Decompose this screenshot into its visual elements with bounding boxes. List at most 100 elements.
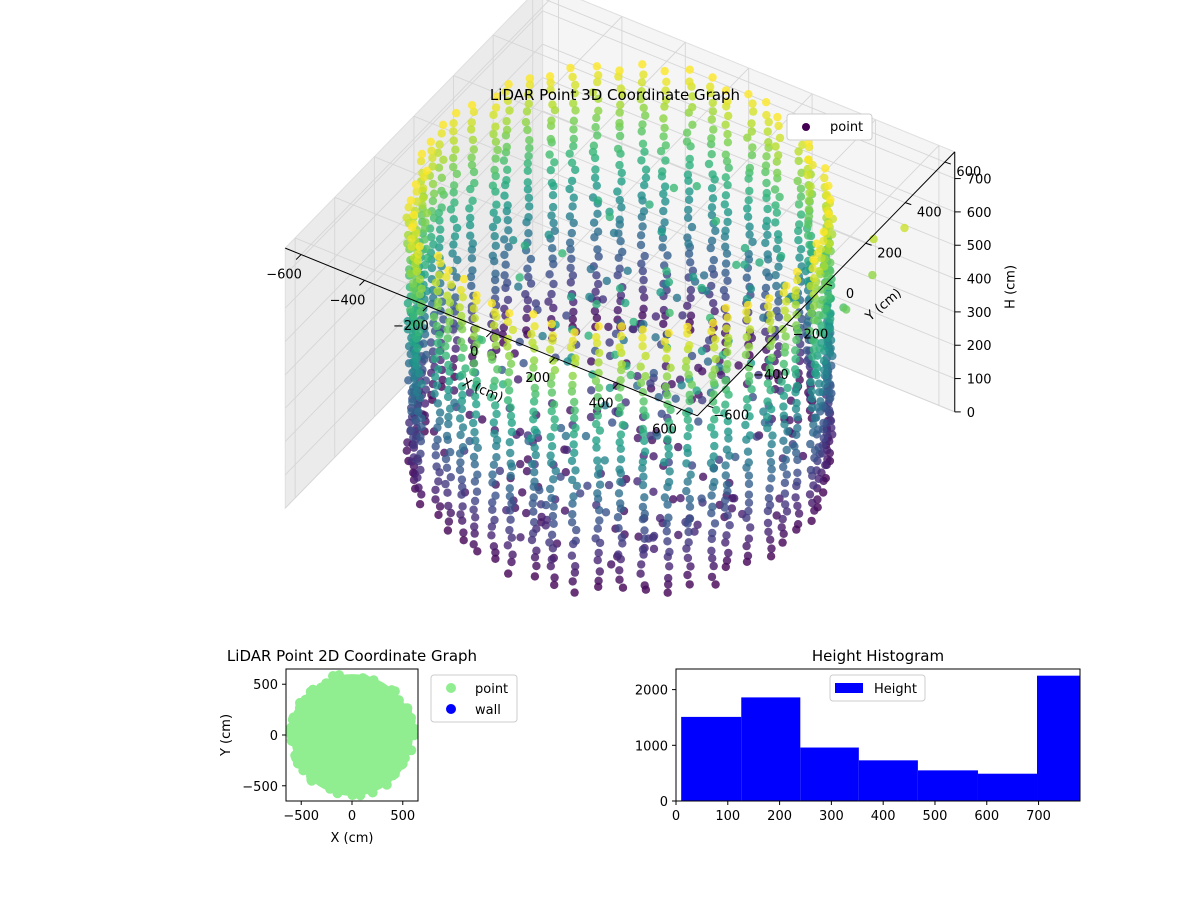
point-3d xyxy=(743,300,753,310)
point-3d xyxy=(568,72,577,82)
tick-label-3d-y: −600 xyxy=(713,409,749,424)
point-3d xyxy=(466,272,476,282)
point-3d xyxy=(699,271,709,280)
point-3d xyxy=(809,420,818,429)
point-3d xyxy=(779,436,788,445)
point-3d xyxy=(710,343,719,352)
point-3d xyxy=(566,63,575,73)
point-3d xyxy=(431,442,440,451)
point-3d xyxy=(550,580,559,590)
point-3d xyxy=(723,208,733,217)
point-3d xyxy=(411,180,421,189)
point-3d xyxy=(576,489,585,498)
point-3d xyxy=(433,399,443,408)
tick-mark-3d-y xyxy=(825,283,833,287)
point-3d xyxy=(805,490,815,499)
point-3d xyxy=(444,360,453,370)
point-3d xyxy=(591,534,600,543)
point-3d xyxy=(594,322,603,331)
point-3d xyxy=(640,581,649,590)
point-3d xyxy=(640,251,649,261)
point-3d xyxy=(693,520,702,529)
point-3d xyxy=(443,392,453,402)
point-3d xyxy=(490,165,499,175)
point-3d xyxy=(570,588,579,597)
point-3d xyxy=(412,354,421,363)
point-3d xyxy=(640,181,649,190)
point-3d xyxy=(473,470,482,479)
point-3d xyxy=(587,357,596,366)
point-3d xyxy=(732,260,741,270)
point-3d xyxy=(593,403,602,412)
tick-label-3d-y: −400 xyxy=(753,368,789,383)
point-3d xyxy=(491,103,501,112)
point-3d xyxy=(638,222,647,231)
point-3d xyxy=(406,305,415,314)
point-3d xyxy=(824,209,833,219)
point-3d xyxy=(783,427,792,436)
point-3d xyxy=(763,518,773,528)
point-3d xyxy=(569,125,578,134)
point-3d xyxy=(803,170,812,180)
point-3d xyxy=(783,383,792,393)
point-3d xyxy=(527,329,536,339)
point-3d xyxy=(773,168,782,177)
point-3d xyxy=(781,500,790,509)
grid-back-z xyxy=(542,43,955,213)
point-3d xyxy=(663,435,672,444)
point-3d xyxy=(493,145,502,155)
point-3d xyxy=(812,239,821,248)
point-3d xyxy=(567,551,577,560)
point-3d xyxy=(688,266,698,275)
scatter-3d-chart: −600 −400 −200 0 200 400 600 −600 −400 −200 0 200 40… xyxy=(266,0,1019,597)
point-3d xyxy=(762,268,771,277)
point-3d xyxy=(655,514,665,523)
scatter-2d-point xyxy=(287,714,298,725)
point-3d xyxy=(685,423,694,432)
point-3d xyxy=(438,375,447,385)
point-3d xyxy=(427,263,437,273)
point-3d xyxy=(591,376,601,386)
point-3d xyxy=(690,527,699,536)
point-3d xyxy=(428,179,438,189)
point-3d xyxy=(869,234,878,244)
point-3d xyxy=(685,494,694,504)
point-3d xyxy=(686,562,695,571)
point-3d xyxy=(826,195,835,204)
point-3d xyxy=(745,186,754,196)
point-3d xyxy=(547,372,556,381)
point-3d xyxy=(469,332,479,341)
point-3d xyxy=(507,499,516,508)
point-3d xyxy=(807,387,816,396)
point-3d xyxy=(422,209,432,218)
point-3d xyxy=(570,89,579,98)
point-3d xyxy=(685,187,694,196)
point-3d xyxy=(594,383,604,392)
point-3d xyxy=(408,321,417,330)
point-3d xyxy=(433,435,442,444)
point-3d xyxy=(707,491,716,500)
scatter-2d-ylabel: Y (cm) xyxy=(219,714,234,757)
histogram-bar xyxy=(1037,675,1080,801)
point-3d xyxy=(708,554,717,563)
point-3d xyxy=(765,484,774,493)
point-3d xyxy=(721,376,730,385)
point-3d xyxy=(457,353,466,362)
point-3d xyxy=(796,210,806,219)
point-3d xyxy=(686,285,696,295)
histogram-bar xyxy=(917,770,978,801)
point-3d xyxy=(470,496,480,506)
point-3d xyxy=(779,359,788,369)
legend-2d-wall-marker xyxy=(446,704,456,714)
point-3d xyxy=(763,412,772,422)
point-3d xyxy=(432,321,442,331)
point-3d xyxy=(520,241,530,250)
point-3d xyxy=(804,205,813,214)
point-3d xyxy=(708,528,717,538)
tick-mark-3d-y xyxy=(707,405,714,409)
point-3d xyxy=(710,477,719,487)
point-3d xyxy=(641,165,651,174)
point-3d xyxy=(706,243,715,253)
point-3d xyxy=(594,464,604,473)
point-3d xyxy=(503,216,512,225)
